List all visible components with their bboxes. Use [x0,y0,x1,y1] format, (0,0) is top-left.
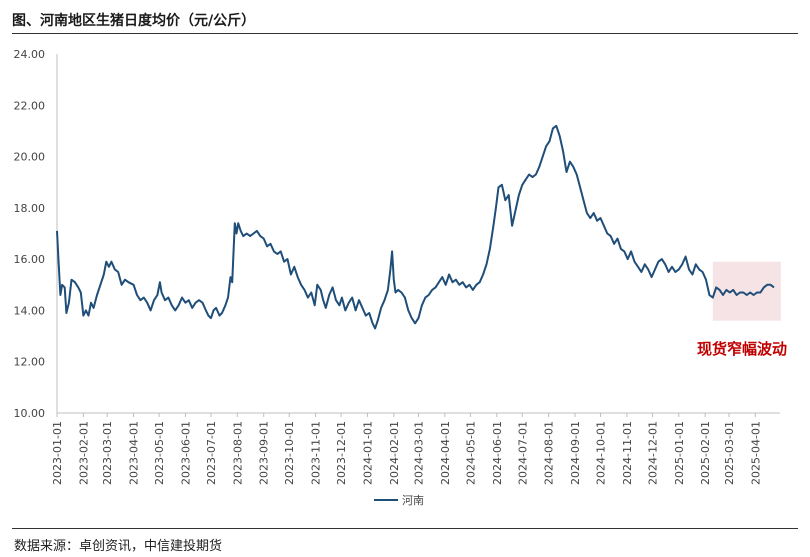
y-tick-label: 12.00 [14,356,46,369]
x-tick-label: 2024-09-01 [569,421,582,485]
y-tick-label: 18.00 [14,202,46,215]
x-tick-label: 2024-07-01 [516,421,529,485]
x-tick-label: 2023-06-01 [179,421,192,485]
y-tick-label: 22.00 [14,99,46,112]
x-tick-label: 2023-02-01 [77,421,90,485]
x-tick-label: 2024-06-01 [491,421,504,485]
y-tick-label: 16.00 [14,253,46,266]
annotation-text: 现货窄幅波动 [697,340,787,358]
x-tick-label: 2023-09-01 [258,421,271,485]
x-tick-label: 2023-03-01 [101,421,114,485]
legend: 河南 [374,494,424,507]
x-tick-label: 2024-03-01 [413,421,426,485]
x-tick-label: 2024-12-01 [646,421,659,485]
x-tick-label: 2023-12-01 [335,421,348,485]
x-tick-label: 2024-05-01 [464,421,477,485]
highlight-region [712,261,781,321]
x-tick-label: 2023-05-01 [153,421,166,485]
y-axis: 10.00 12.00 14.00 16.00 18.00 20.00 22.00 24.00 [14,48,46,420]
y-tick-label: 24.00 [14,48,46,61]
x-tick-label: 2023-01-01 [51,421,64,485]
bottom-divider [12,528,798,529]
x-tick-label: 2023-11-01 [310,421,323,485]
x-tick-label: 2023-07-01 [205,421,218,485]
x-tick-label: 2025-03-01 [723,421,736,485]
x-tick-label: 2024-01-01 [361,421,374,485]
source-note: 数据来源：卓创资讯，中信建投期货 [14,539,223,554]
x-tick-label: 2024-10-01 [595,421,608,485]
x-tick-label: 2025-01-01 [673,421,686,485]
x-tick-label: 2024-04-01 [439,421,452,485]
series-line-henan [56,124,775,330]
y-tick-label: 14.00 [14,304,46,317]
x-tick-label: 2024-02-01 [388,421,401,485]
top-divider [12,33,798,34]
x-tick-label: 2023-10-01 [283,421,296,485]
y-tick-label: 10.00 [14,407,46,420]
x-tick-label: 2025-04-01 [749,421,762,485]
chart-title: 图、河南地区生猪日度均价（元/公斤） [12,13,256,29]
x-tick-label: 2024-11-01 [621,421,634,485]
legend-label-henan: 河南 [402,494,424,507]
x-tick-label: 2024-08-01 [543,421,556,485]
x-tick-label: 2025-02-01 [699,421,712,485]
y-tick-label: 20.00 [14,151,46,164]
x-axis: 2023-01-01 2023-02-01 2023-03-01 2023-04-01… [51,413,762,485]
x-tick-label: 2023-04-01 [128,421,141,485]
x-tick-label: 2023-08-01 [231,421,244,485]
